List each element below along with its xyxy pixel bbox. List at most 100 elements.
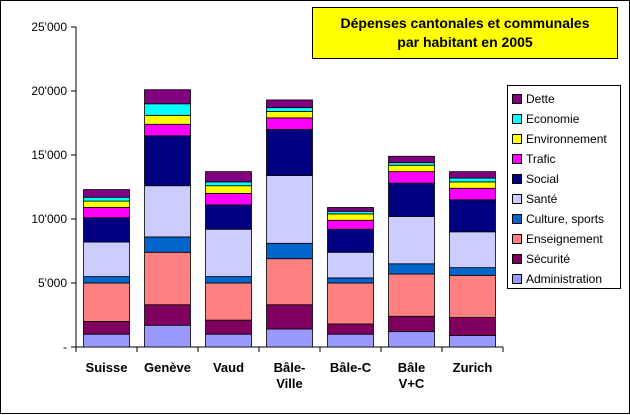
y-tick-label: 5'000 bbox=[38, 276, 67, 290]
y-tick-label: 10'000 bbox=[31, 212, 67, 226]
bar-segment-trafic bbox=[205, 192, 252, 206]
bar-segment-dette bbox=[144, 89, 191, 105]
legend-label: Economie bbox=[526, 112, 580, 126]
chart-title: Dépenses cantonales et communales par ha… bbox=[312, 7, 618, 59]
x-category-label: Ville bbox=[276, 376, 303, 391]
y-tick-label: - bbox=[63, 340, 67, 354]
bar-segment-culture-sports bbox=[144, 236, 191, 253]
legend-label: Dette bbox=[526, 92, 555, 106]
chart-title-line-2: par habitant en 2005 bbox=[397, 34, 533, 50]
legend-item: Social bbox=[508, 169, 620, 189]
x-category-label: Genève bbox=[144, 360, 191, 375]
bar-segment-sante bbox=[205, 228, 252, 278]
bar-segment-social bbox=[205, 204, 252, 230]
bar-segment-environnement bbox=[388, 164, 435, 173]
bar-segment-economie bbox=[205, 181, 252, 187]
bar-segment-social bbox=[327, 228, 374, 253]
bar-segment-economie bbox=[83, 196, 130, 202]
bar-segment-sante bbox=[144, 185, 191, 238]
legend-item: Environnement bbox=[508, 129, 620, 149]
chart-legend: Dette Economie Environnement Trafic Social Sa… bbox=[507, 85, 621, 289]
bar-segment-trafic bbox=[144, 123, 191, 137]
legend-swatch bbox=[512, 174, 522, 184]
bar-segment-securite bbox=[388, 315, 435, 333]
bar-segment-administration bbox=[266, 328, 313, 348]
legend-swatch bbox=[512, 114, 522, 124]
bar-segment-enseignement bbox=[205, 282, 252, 321]
bar-segment-administration bbox=[327, 333, 374, 348]
bar-segment-dette bbox=[266, 99, 313, 109]
bar-segment-securite bbox=[266, 304, 313, 330]
bar-segment-sante bbox=[449, 231, 496, 269]
bar-segment-dette bbox=[388, 155, 435, 164]
x-category-label: Bâle-C bbox=[330, 360, 372, 375]
legend-swatch bbox=[512, 254, 522, 264]
legend-label: Culture, sports bbox=[526, 212, 605, 226]
y-tick-label: 20'000 bbox=[31, 84, 67, 98]
bar-segment-culture-sports bbox=[449, 267, 496, 276]
bar-segment-dette bbox=[327, 207, 374, 212]
legend-swatch bbox=[512, 214, 522, 224]
x-category-label: Bâle- bbox=[274, 360, 306, 375]
bar-segment-trafic bbox=[388, 171, 435, 184]
bar-segment-environnement bbox=[144, 114, 191, 125]
x-category-label: Suisse bbox=[86, 360, 128, 375]
legend-item: Santé bbox=[508, 189, 620, 209]
bar-segment-social bbox=[144, 135, 191, 187]
y-tick-label: 15'000 bbox=[31, 148, 67, 162]
bar-segment-administration bbox=[449, 335, 496, 348]
legend-swatch bbox=[512, 94, 522, 104]
legend-swatch bbox=[512, 274, 522, 284]
legend-label: Administration bbox=[526, 272, 603, 286]
legend-item: Sécurité bbox=[508, 249, 620, 269]
bar-segment-economie bbox=[144, 103, 191, 116]
bar-segment-dette bbox=[205, 171, 252, 183]
bar-segment-enseignement bbox=[144, 251, 191, 306]
legend-label: Social bbox=[526, 172, 559, 186]
legend-item: Culture, sports bbox=[508, 209, 620, 229]
bar-segment-social bbox=[388, 182, 435, 217]
bar-segment-environnement bbox=[205, 185, 252, 194]
legend-label: Enseignement bbox=[526, 232, 603, 246]
bar-segment-administration bbox=[388, 331, 435, 348]
bar-segment-culture-sports bbox=[205, 276, 252, 284]
legend-label: Sécurité bbox=[526, 252, 571, 266]
bar-segment-culture-sports bbox=[327, 277, 374, 284]
bar-segment-sante bbox=[327, 251, 374, 279]
bar-segment-environnement bbox=[83, 200, 130, 208]
legend-swatch bbox=[512, 234, 522, 244]
bar-segment-sante bbox=[83, 241, 130, 277]
x-category-label: V+C bbox=[399, 376, 425, 391]
bar-segment-sante bbox=[388, 216, 435, 265]
x-category-label: Vaud bbox=[213, 360, 244, 375]
bar-segment-enseignement bbox=[449, 274, 496, 318]
legend-item: Enseignement bbox=[508, 229, 620, 249]
x-category-label: Zurich bbox=[453, 360, 493, 375]
bar-segment-trafic bbox=[83, 207, 130, 219]
legend-label: Environnement bbox=[526, 132, 607, 146]
bar-segment-environnement bbox=[327, 213, 374, 221]
bar-segment-sante bbox=[266, 175, 313, 244]
legend-item: Economie bbox=[508, 109, 620, 129]
bar-segment-administration bbox=[205, 333, 252, 348]
bar-segment-social bbox=[449, 199, 496, 233]
bar-segment-culture-sports bbox=[266, 242, 313, 260]
bar-segment-economie bbox=[449, 177, 496, 183]
bar-segment-trafic bbox=[266, 117, 313, 130]
bar-segment-securite bbox=[327, 323, 374, 335]
bar-segment-environnement bbox=[266, 111, 313, 119]
legend-swatch bbox=[512, 154, 522, 164]
legend-item: Administration bbox=[508, 269, 620, 289]
bar-segment-trafic bbox=[449, 187, 496, 201]
legend-label: Santé bbox=[526, 192, 558, 206]
bar-segment-dette bbox=[83, 189, 130, 198]
y-tick-label: 25'000 bbox=[31, 20, 67, 34]
bar-segment-enseignement bbox=[388, 273, 435, 317]
bar-segment-economie bbox=[266, 107, 313, 112]
bar-segment-securite bbox=[205, 319, 252, 335]
legend-swatch bbox=[512, 134, 522, 144]
bar-segment-administration bbox=[144, 324, 191, 348]
legend-label: Trafic bbox=[526, 152, 556, 166]
legend-swatch bbox=[512, 194, 522, 204]
